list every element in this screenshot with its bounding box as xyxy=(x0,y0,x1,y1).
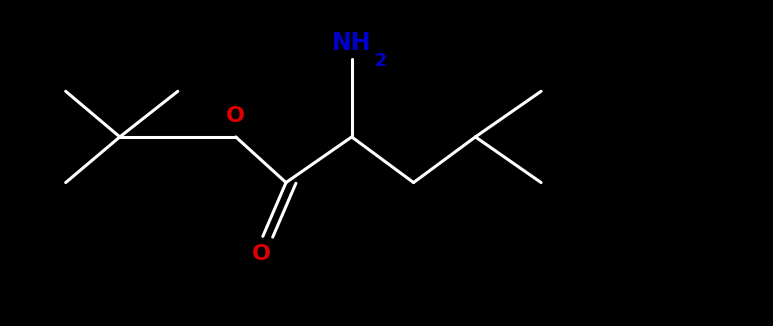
Text: 2: 2 xyxy=(375,52,386,70)
Text: O: O xyxy=(252,244,271,264)
Text: O: O xyxy=(226,106,245,126)
Text: NH: NH xyxy=(332,31,372,55)
